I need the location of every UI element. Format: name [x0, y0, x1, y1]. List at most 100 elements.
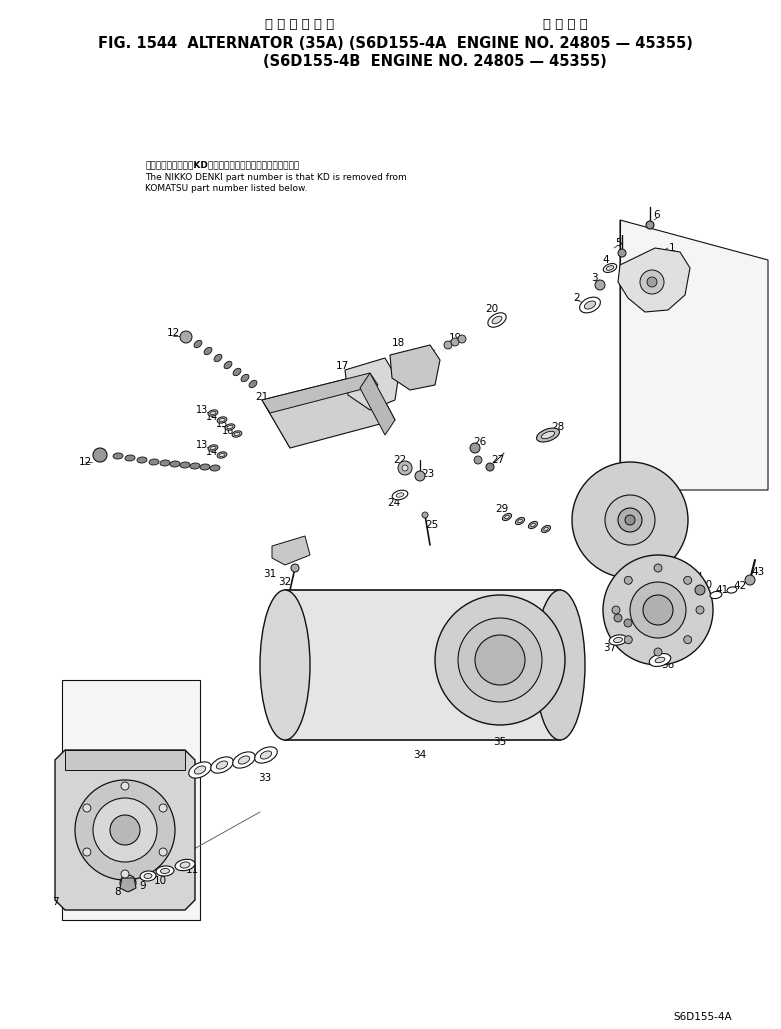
Polygon shape: [390, 345, 440, 390]
Ellipse shape: [170, 461, 180, 467]
Circle shape: [75, 780, 175, 880]
Text: 38: 38: [604, 607, 617, 617]
Text: KOMATSU part number listed below.: KOMATSU part number listed below.: [145, 184, 308, 193]
Circle shape: [435, 595, 565, 725]
Circle shape: [458, 335, 466, 343]
Circle shape: [415, 471, 425, 481]
Circle shape: [422, 512, 428, 518]
Text: 9: 9: [140, 881, 146, 891]
Circle shape: [618, 508, 642, 532]
Ellipse shape: [210, 412, 216, 415]
Ellipse shape: [149, 459, 159, 465]
Text: 17: 17: [335, 361, 348, 371]
Ellipse shape: [260, 751, 272, 759]
Polygon shape: [62, 680, 200, 920]
Ellipse shape: [217, 417, 227, 423]
Ellipse shape: [211, 757, 234, 773]
Circle shape: [695, 586, 705, 595]
Circle shape: [486, 463, 494, 471]
Ellipse shape: [160, 460, 170, 466]
Circle shape: [458, 618, 542, 702]
Text: The NIKKO DENKI part number is that KD is removed from: The NIKKO DENKI part number is that KD i…: [145, 173, 407, 182]
Circle shape: [398, 461, 412, 475]
Ellipse shape: [392, 490, 408, 500]
Text: 21: 21: [255, 392, 269, 402]
Ellipse shape: [488, 313, 506, 327]
Ellipse shape: [175, 859, 195, 871]
Text: 14: 14: [206, 447, 218, 457]
Circle shape: [121, 870, 129, 878]
Circle shape: [402, 465, 408, 471]
Circle shape: [595, 280, 605, 290]
Circle shape: [83, 848, 91, 856]
Circle shape: [654, 564, 662, 572]
Text: 27: 27: [491, 455, 505, 465]
Polygon shape: [360, 372, 395, 435]
Text: 30: 30: [623, 500, 637, 510]
Ellipse shape: [234, 432, 240, 435]
Ellipse shape: [492, 316, 502, 324]
Ellipse shape: [224, 361, 232, 368]
Ellipse shape: [584, 300, 596, 309]
Ellipse shape: [710, 592, 722, 599]
Ellipse shape: [241, 375, 249, 382]
Ellipse shape: [210, 465, 220, 471]
Text: 22: 22: [394, 455, 407, 465]
Ellipse shape: [190, 463, 200, 469]
Text: 40: 40: [700, 580, 712, 590]
Ellipse shape: [200, 464, 210, 470]
Text: 25: 25: [426, 520, 439, 530]
Ellipse shape: [603, 263, 617, 273]
Circle shape: [614, 614, 622, 622]
Circle shape: [93, 448, 107, 462]
Ellipse shape: [580, 297, 601, 313]
Circle shape: [159, 848, 167, 856]
Circle shape: [474, 456, 482, 464]
Text: 33: 33: [259, 773, 272, 783]
Text: 36: 36: [662, 660, 675, 670]
Text: 1: 1: [669, 243, 676, 253]
Text: 5: 5: [615, 238, 622, 248]
Circle shape: [159, 804, 167, 812]
Ellipse shape: [535, 590, 585, 740]
Ellipse shape: [113, 453, 123, 459]
Text: 15: 15: [216, 419, 228, 429]
Polygon shape: [55, 750, 195, 910]
Ellipse shape: [233, 752, 255, 768]
Ellipse shape: [233, 368, 241, 376]
Text: 24: 24: [387, 498, 401, 508]
Text: 12: 12: [78, 457, 91, 467]
Circle shape: [640, 270, 664, 294]
Circle shape: [612, 606, 620, 614]
Ellipse shape: [238, 756, 250, 765]
Ellipse shape: [531, 523, 535, 527]
Text: 39: 39: [651, 593, 665, 603]
Ellipse shape: [137, 457, 147, 463]
Ellipse shape: [609, 635, 627, 645]
Circle shape: [630, 582, 686, 638]
Ellipse shape: [217, 452, 227, 458]
Circle shape: [121, 782, 129, 790]
Ellipse shape: [529, 522, 537, 529]
Text: 20: 20: [486, 304, 498, 314]
Circle shape: [603, 555, 713, 665]
Text: 28: 28: [551, 422, 565, 432]
Polygon shape: [620, 220, 768, 490]
Polygon shape: [345, 358, 398, 410]
Ellipse shape: [180, 462, 190, 468]
Text: 品番のメーカー記号KDを引いたものが日産電機の品番です。: 品番のメーカー記号KDを引いたものが日産電機の品番です。: [145, 159, 299, 169]
Ellipse shape: [144, 874, 152, 879]
Circle shape: [654, 648, 662, 657]
Circle shape: [683, 636, 692, 644]
Ellipse shape: [227, 425, 233, 429]
Ellipse shape: [194, 341, 202, 348]
Ellipse shape: [518, 520, 522, 523]
Ellipse shape: [216, 760, 227, 769]
Text: 11: 11: [185, 865, 198, 875]
Text: 適 用 号 機: 適 用 号 機: [543, 17, 587, 31]
Ellipse shape: [214, 354, 222, 362]
Circle shape: [647, 277, 657, 287]
Text: オ ル タ ネ ー タ: オ ル タ ネ ー タ: [266, 17, 334, 31]
Ellipse shape: [219, 454, 225, 457]
Text: FIG. 1544  ALTERNATOR (35A) (S6D155-4A  ENGINE NO. 24805 — 45355): FIG. 1544 ALTERNATOR (35A) (S6D155-4A EN…: [98, 36, 693, 51]
